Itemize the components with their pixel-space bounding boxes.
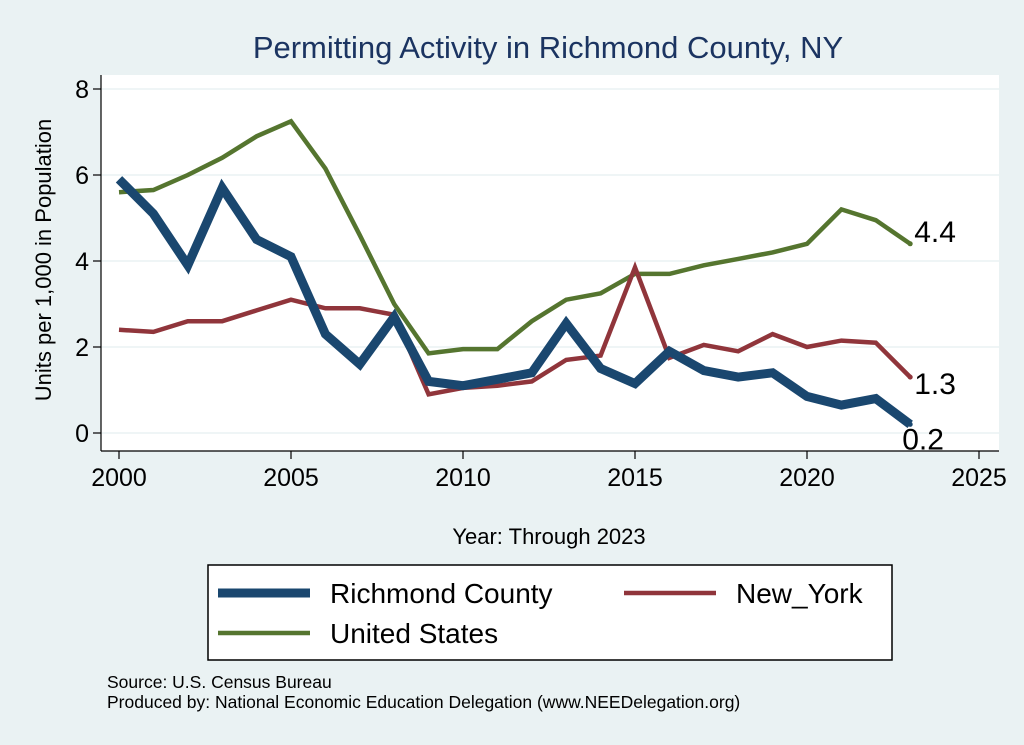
- end-value-label: 0.2: [902, 423, 944, 456]
- x-tick-label: 2005: [263, 464, 319, 492]
- end-point: [907, 374, 913, 380]
- end-value-label: 4.4: [914, 216, 956, 249]
- legend: Richmond County New_York United States: [207, 564, 893, 661]
- legend-label: United States: [330, 618, 498, 649]
- chart-title: Permitting Activity in Richmond County, …: [253, 30, 843, 65]
- y-axis-title: Units per 1,000 in Population: [31, 119, 56, 402]
- series-lines: [115, 118, 913, 428]
- end-labels: 0.2 1.3 4.4: [902, 216, 956, 457]
- series-line-richmond-county: [115, 176, 913, 428]
- y-tick-label: 0: [75, 420, 89, 448]
- x-tick-label: 2010: [435, 464, 491, 492]
- y-tick-label: 8: [75, 76, 89, 104]
- end-value-label: 1.3: [914, 368, 956, 401]
- x-tick-label: 2025: [951, 464, 1007, 492]
- end-point: [907, 421, 913, 427]
- x-tick-label: 2000: [91, 464, 147, 492]
- legend-box: [207, 564, 893, 661]
- y-tick-label: 2: [75, 334, 89, 362]
- source-line: Source: U.S. Census Bureau: [107, 672, 332, 692]
- producer-line: Produced by: National Economic Education…: [107, 692, 740, 712]
- series-line-new-york: [118, 261, 912, 397]
- series-line-united-states: [118, 118, 912, 356]
- legend-label: Richmond County: [330, 578, 553, 609]
- legend-items: Richmond County New_York United States: [218, 578, 864, 649]
- gridlines: [101, 88, 999, 434]
- x-tick-label: 2020: [779, 464, 835, 492]
- x-tick-label: 2015: [607, 464, 663, 492]
- legend-label: New_York: [736, 578, 864, 609]
- end-point: [907, 241, 913, 247]
- x-axis-title: Year: Through 2023: [452, 524, 645, 549]
- axes: 0 2 4 6 8 2000 2005 2010 2015 2020 2025: [75, 75, 1007, 492]
- y-tick-label: 6: [75, 162, 89, 190]
- plot-area: [101, 75, 999, 451]
- y-tick-label: 4: [75, 248, 89, 276]
